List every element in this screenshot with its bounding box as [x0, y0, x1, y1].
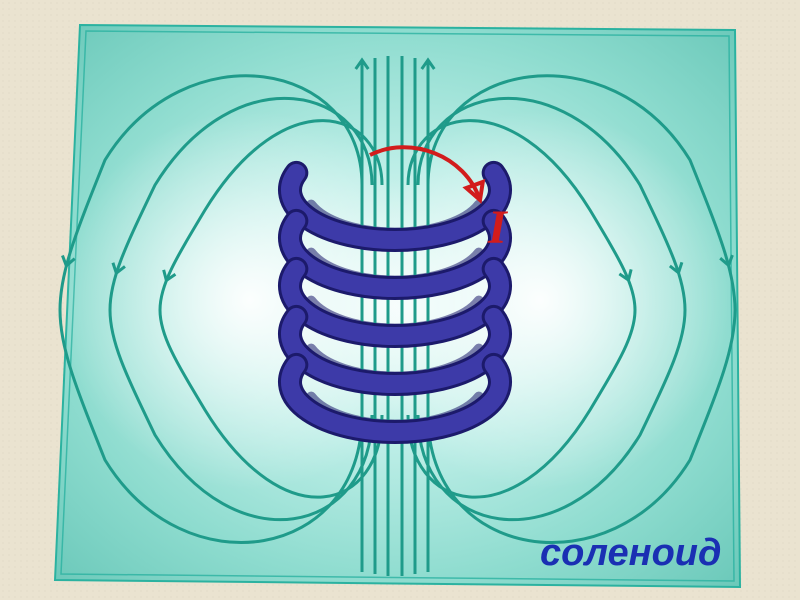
solenoid-caption: соленоид: [540, 532, 721, 575]
diagram-canvas: [0, 0, 800, 600]
current-label: I: [488, 200, 507, 255]
background-panel: [55, 25, 740, 587]
